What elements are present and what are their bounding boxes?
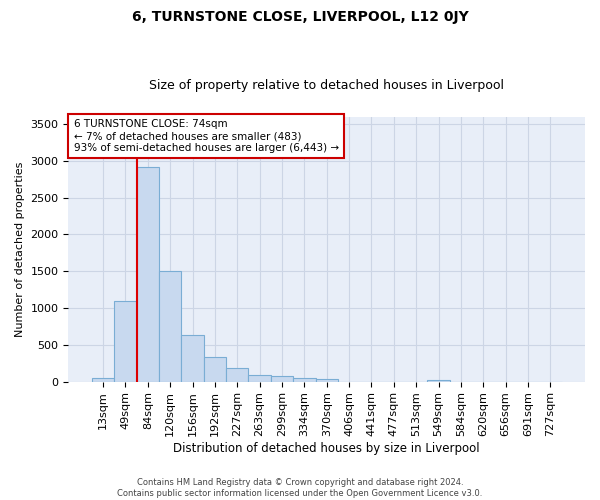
Text: 6 TURNSTONE CLOSE: 74sqm
← 7% of detached houses are smaller (483)
93% of semi-d: 6 TURNSTONE CLOSE: 74sqm ← 7% of detache… <box>74 120 338 152</box>
X-axis label: Distribution of detached houses by size in Liverpool: Distribution of detached houses by size … <box>173 442 480 455</box>
Bar <box>159 270 181 382</box>
Bar <box>226 368 248 382</box>
Title: Size of property relative to detached houses in Liverpool: Size of property relative to detached ho… <box>149 79 504 92</box>
Y-axis label: Number of detached properties: Number of detached properties <box>15 162 25 337</box>
Bar <box>316 379 338 382</box>
Text: Contains HM Land Registry data © Crown copyright and database right 2024.
Contai: Contains HM Land Registry data © Crown c… <box>118 478 482 498</box>
Bar <box>181 334 204 382</box>
Bar <box>92 378 114 382</box>
Bar <box>427 380 450 382</box>
Text: 6, TURNSTONE CLOSE, LIVERPOOL, L12 0JY: 6, TURNSTONE CLOSE, LIVERPOOL, L12 0JY <box>131 10 469 24</box>
Bar <box>204 356 226 382</box>
Bar <box>293 378 316 382</box>
Bar <box>137 167 159 382</box>
Bar <box>114 300 137 382</box>
Bar <box>271 376 293 382</box>
Bar <box>248 375 271 382</box>
